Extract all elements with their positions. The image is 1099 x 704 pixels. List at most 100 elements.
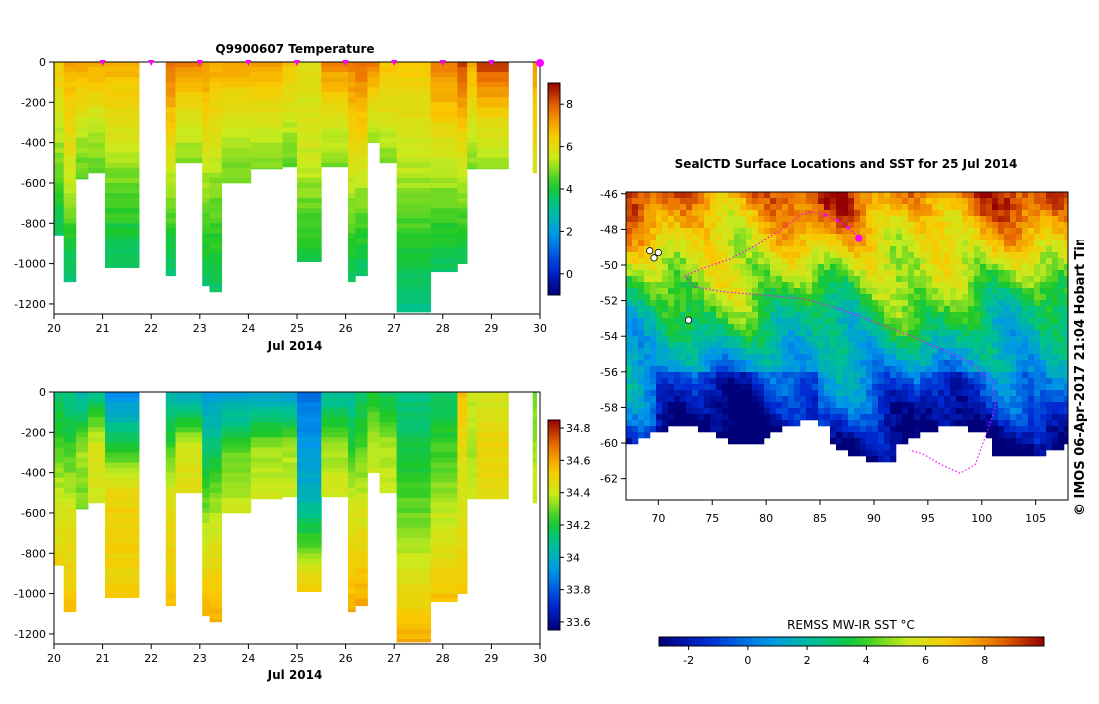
sst-cell	[1010, 240, 1017, 247]
sst-cell	[884, 354, 891, 361]
profile-cell	[430, 492, 458, 499]
sst-cell	[998, 426, 1005, 433]
profile-cell	[396, 477, 432, 484]
sst-cell	[722, 342, 729, 349]
sst-cell	[986, 324, 993, 331]
sst-cell	[788, 216, 795, 223]
sst-cell	[1022, 342, 1029, 349]
sst-cell	[866, 300, 873, 307]
sst-cell	[674, 414, 681, 421]
profile-cell	[355, 518, 368, 524]
sst-cell	[836, 282, 843, 289]
salinity-x-label: Jul 2014	[267, 668, 323, 682]
sst-cell	[920, 228, 927, 235]
profile-cell	[467, 447, 478, 453]
sst-cell	[800, 384, 807, 391]
sst-cell	[938, 384, 945, 391]
sst-cell	[890, 420, 897, 427]
sst-cell	[842, 414, 849, 421]
profile-marker	[245, 60, 252, 66]
sst-cell	[992, 276, 999, 283]
profile-cell	[88, 152, 106, 159]
sst-cell	[704, 408, 711, 415]
sst-cell	[788, 240, 795, 247]
profile-cell	[467, 132, 478, 138]
profile-cell	[348, 172, 356, 179]
sst-cell	[866, 306, 873, 313]
profile-cell	[209, 188, 223, 194]
profile-cell	[430, 243, 458, 249]
sst-cell	[962, 288, 969, 295]
profile-cell	[367, 72, 381, 78]
sst-cell	[812, 318, 819, 325]
sst-cell	[938, 312, 945, 319]
sst-cell	[974, 378, 981, 385]
sst-cell	[1052, 288, 1059, 295]
profile-cell	[355, 218, 368, 224]
sst-cell	[986, 312, 993, 319]
sst-cell	[890, 252, 897, 259]
sst-cell	[632, 330, 639, 337]
sst-cell	[662, 264, 669, 271]
sst-cell	[788, 342, 795, 349]
sst-cell	[1004, 390, 1011, 397]
sst-cell	[974, 294, 981, 301]
sst-cell	[1058, 354, 1065, 361]
sst-cell	[1016, 348, 1023, 355]
profile-cell	[355, 243, 368, 249]
profile-cell	[297, 402, 322, 408]
sst-cell	[1022, 198, 1029, 205]
sst-cell	[932, 240, 939, 247]
sst-cell	[794, 360, 801, 367]
profile-cell	[367, 437, 381, 443]
profile-cell	[202, 72, 210, 78]
profile-cell	[88, 392, 106, 398]
sst-cell	[866, 330, 873, 337]
profile-cell	[63, 462, 77, 468]
sst-cell	[824, 282, 831, 289]
sst-cell	[764, 246, 771, 253]
sst-cell	[662, 354, 669, 361]
sst-cell	[632, 282, 639, 289]
sst-cell	[818, 390, 825, 397]
sst-cell	[626, 216, 633, 223]
profile-cell	[367, 417, 381, 423]
sst-cell	[1064, 276, 1068, 283]
profile-cell	[63, 117, 77, 123]
profile-cell	[355, 392, 368, 398]
sst-cell	[974, 204, 981, 211]
profile-cell	[54, 137, 65, 144]
sst-cell	[1040, 300, 1047, 307]
island-marker	[684, 316, 693, 324]
sst-cell	[902, 306, 909, 313]
sst-cell	[938, 420, 945, 427]
profile-cell	[202, 442, 210, 448]
sst-cell	[878, 384, 885, 391]
sst-cell	[962, 336, 969, 343]
sst-cell	[890, 246, 897, 253]
profile-cell	[532, 167, 537, 174]
profile-cell	[297, 172, 322, 179]
profile-cell	[457, 233, 468, 239]
profile-cell	[221, 502, 252, 509]
sst-cell	[824, 384, 831, 391]
sst-cell	[788, 336, 795, 343]
sst-cell	[818, 372, 825, 379]
profile-cell	[54, 392, 65, 398]
sst-cell	[854, 390, 861, 397]
sst-cell	[824, 240, 831, 247]
sst-cell	[698, 324, 705, 331]
sst-cell	[902, 198, 909, 205]
sst-cell	[974, 258, 981, 265]
profile-cell	[105, 208, 140, 214]
sst-cell	[788, 204, 795, 211]
sst-cell	[800, 324, 807, 331]
sst-cell	[1022, 234, 1029, 241]
sst-cell	[686, 372, 693, 379]
profile-cell	[88, 427, 106, 433]
profile-cell	[105, 122, 140, 128]
sst-cell	[938, 288, 945, 295]
profile-cell	[396, 67, 432, 73]
sst-cell	[668, 420, 675, 427]
profile-cell	[75, 472, 89, 479]
